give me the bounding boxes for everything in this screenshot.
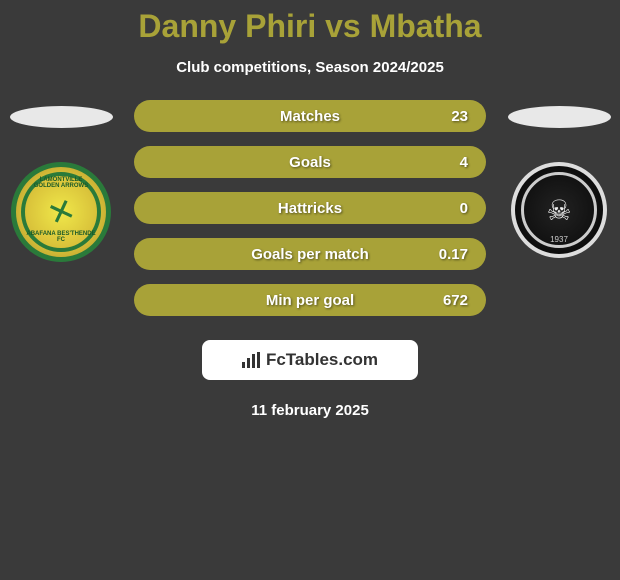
stat-value: 672: [443, 292, 468, 309]
crest-text-top: LAMONTVILLE GOLDEN ARROWS: [16, 177, 106, 189]
stat-label: Hattricks: [278, 200, 342, 217]
crest-line2: GOLDEN ARROWS: [34, 183, 88, 189]
stat-value: 0: [460, 200, 468, 217]
brand-name: FcTables.com: [266, 350, 378, 370]
stat-label: Matches: [280, 108, 340, 125]
stat-bar-goals: Goals 4: [134, 146, 486, 178]
stat-bar-hattricks: Hattricks 0: [134, 192, 486, 224]
crest-text-bot: ABAFANA BES'THENDE FC: [16, 231, 106, 243]
infographic-root: Danny Phiri vs Mbatha Club competitions,…: [0, 0, 620, 419]
stat-bar-mpg: Min per goal 672: [134, 284, 486, 316]
left-player-oval: [10, 106, 113, 128]
right-team-crest: ☠ 1937: [511, 162, 607, 258]
stat-value: 0.17: [439, 246, 468, 263]
infographic-date: 11 february 2025: [0, 402, 620, 419]
bar-chart-icon: [242, 352, 260, 368]
stat-value: 4: [460, 154, 468, 171]
crest-fc: FC: [57, 237, 65, 243]
crest-year: 1937: [550, 235, 568, 244]
stat-label: Min per goal: [266, 292, 354, 309]
right-player-column: ☠ 1937: [504, 100, 614, 258]
page-title: Danny Phiri vs Mbatha: [0, 8, 620, 45]
comparison-row: LAMONTVILLE GOLDEN ARROWS ✕ ABAFANA BES'…: [0, 100, 620, 316]
stat-label: Goals per match: [251, 246, 369, 263]
left-team-crest: LAMONTVILLE GOLDEN ARROWS ✕ ABAFANA BES'…: [11, 162, 111, 262]
brand-badge: FcTables.com: [202, 340, 418, 380]
stat-value: 23: [451, 108, 468, 125]
stat-bar-gpm: Goals per match 0.17: [134, 238, 486, 270]
stats-column: Matches 23 Goals 4 Hattricks 0 Goals per…: [134, 100, 486, 316]
left-player-column: LAMONTVILLE GOLDEN ARROWS ✕ ABAFANA BES'…: [6, 100, 116, 262]
stat-label: Goals: [289, 154, 331, 171]
stat-bar-matches: Matches 23: [134, 100, 486, 132]
page-subtitle: Club competitions, Season 2024/2025: [0, 59, 620, 76]
right-player-oval: [508, 106, 611, 128]
